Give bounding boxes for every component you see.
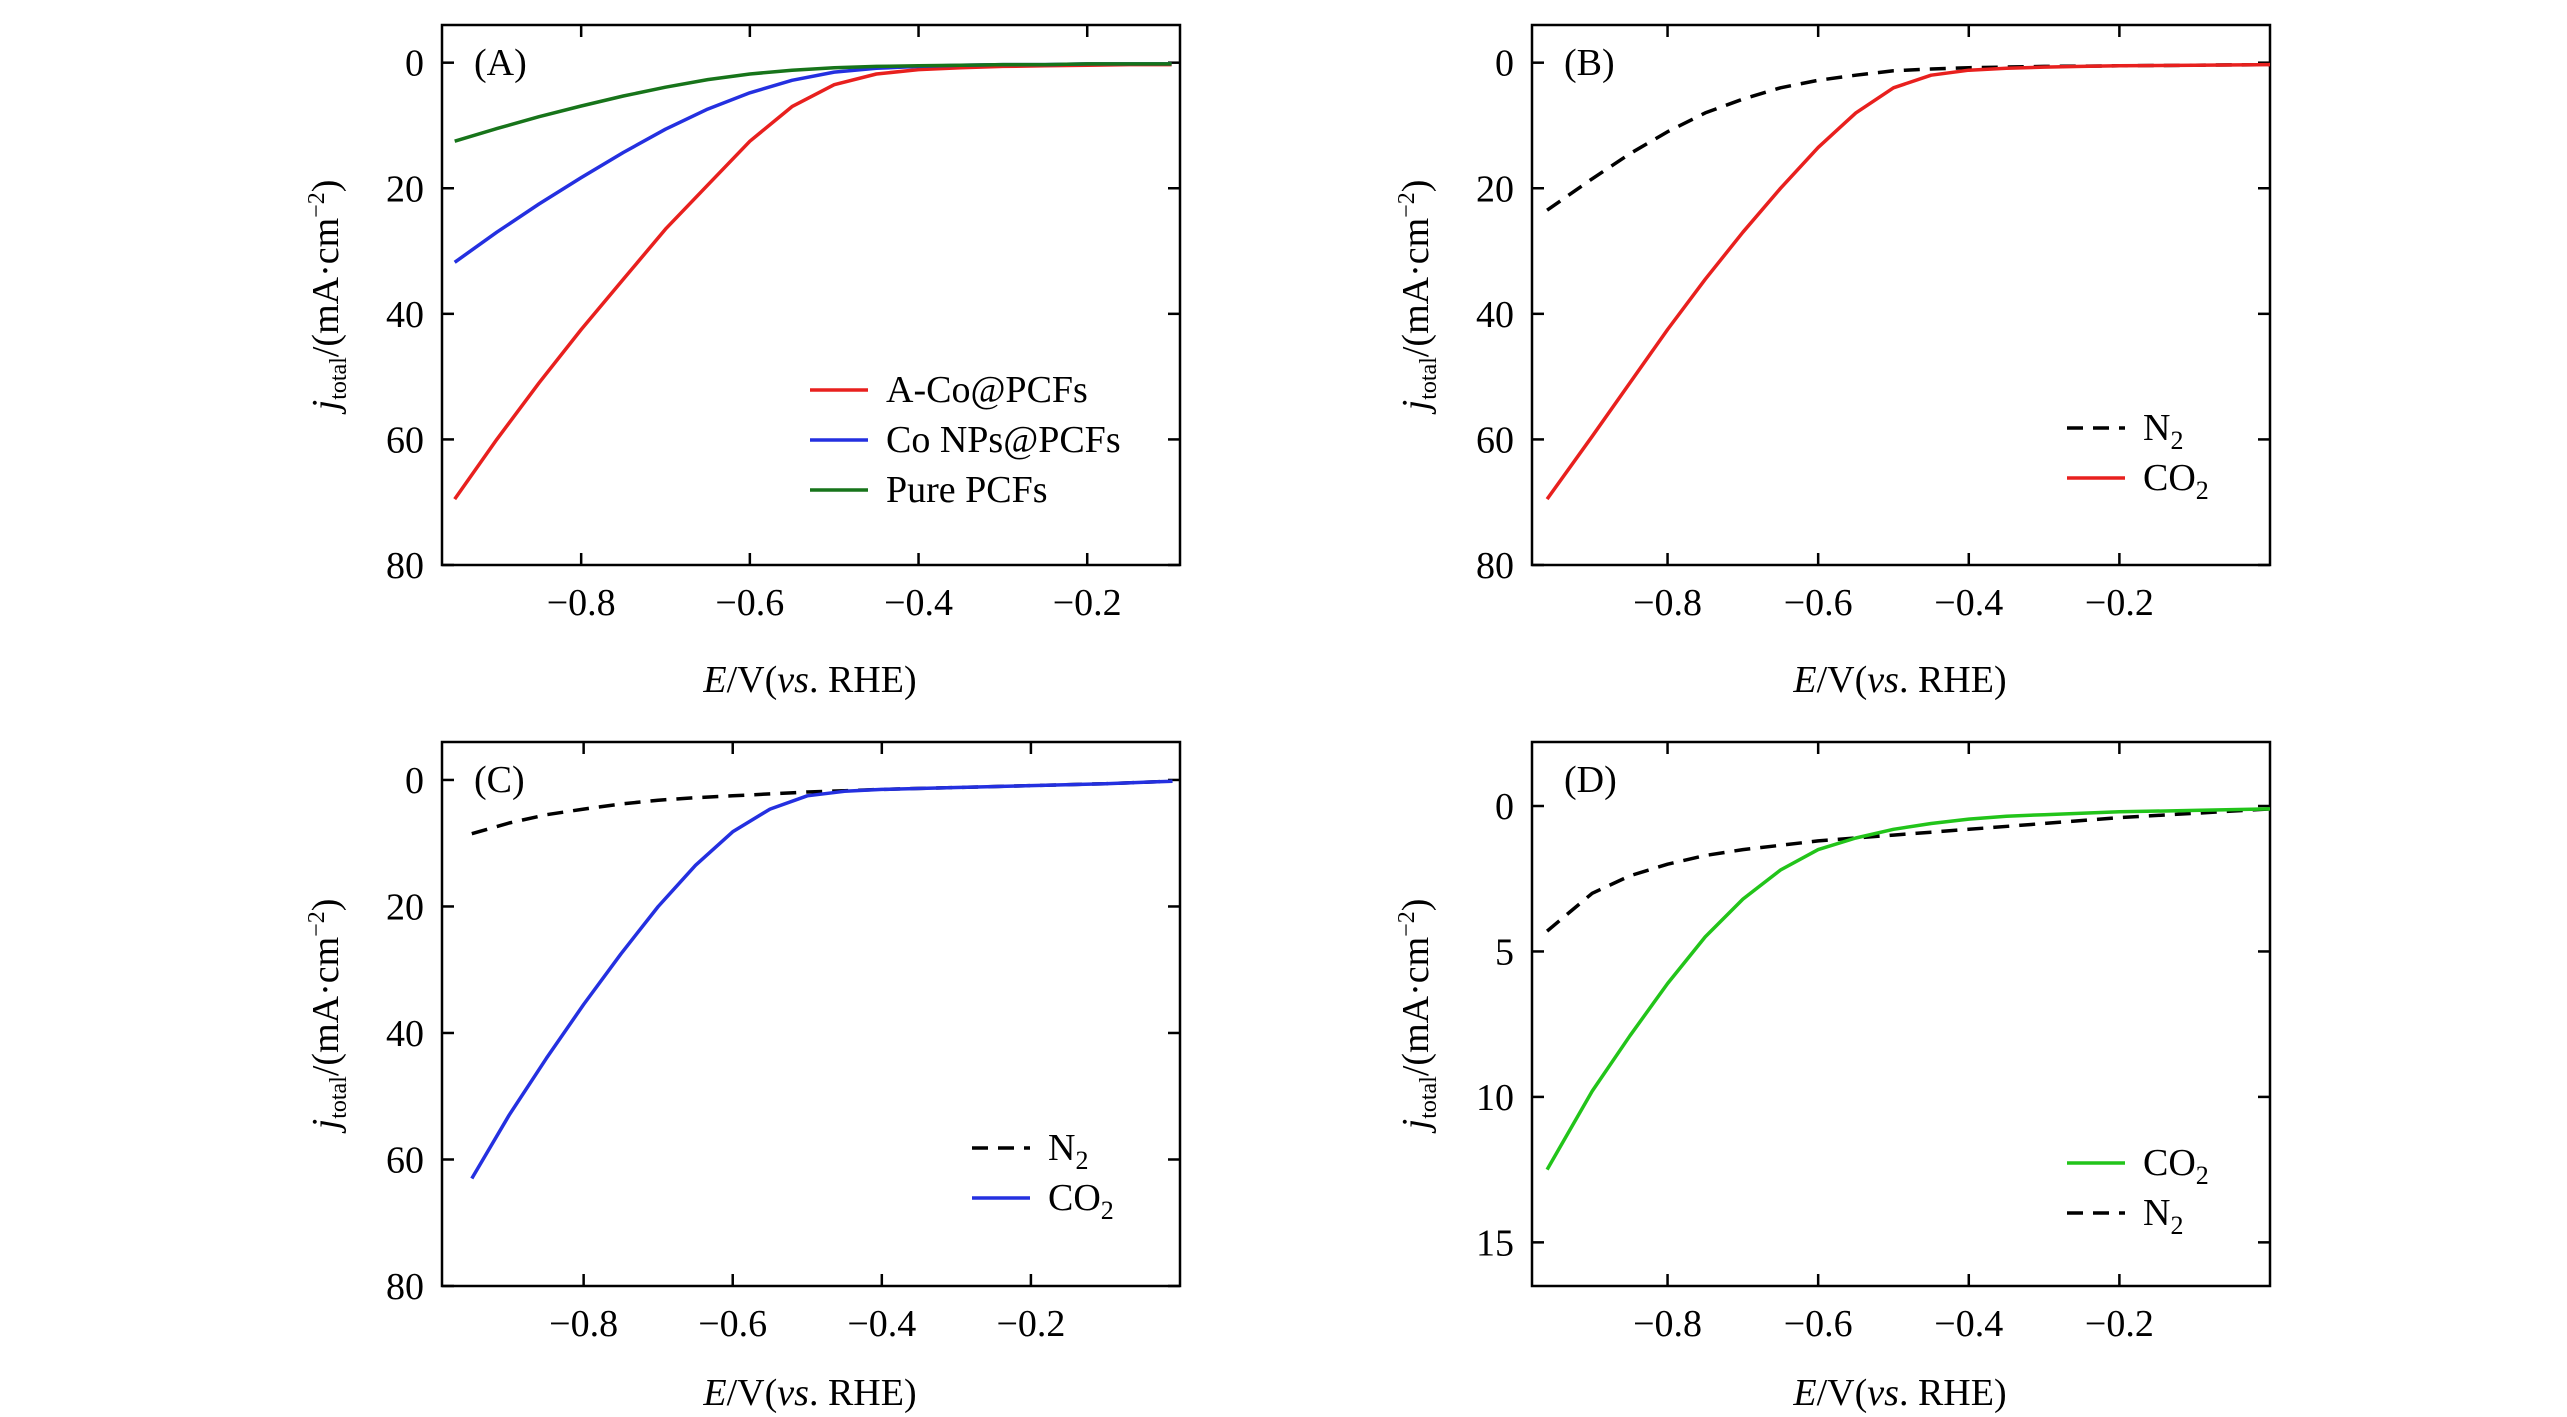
y-axis-label: jtotal/(mA·cm−2) [304, 180, 352, 416]
legend-entry: CO2 [1048, 1177, 1114, 1225]
series-line-1 [470, 779, 1173, 1180]
legend-entry: N2 [1048, 1127, 1088, 1175]
x-axis-label: E/V(vs. RHE) [1792, 659, 2006, 701]
x-tick-label: −0.4 [847, 1303, 916, 1345]
legend-entry-main: CO [1048, 1177, 1101, 1219]
legend-entry: CO2 [2143, 457, 2209, 505]
legend-entry: A-Co@PCFs [886, 369, 1088, 411]
series-line-0 [1545, 807, 2271, 933]
legend-entry-main: N [2143, 407, 2170, 449]
legend-entry-sub: 2 [2170, 1211, 2183, 1240]
y-axis-label: jtotal/(mA·cm−2) [1394, 899, 1442, 1135]
legend-entry: Co NPs@PCFs [886, 419, 1121, 461]
plot-frame [440, 740, 1182, 1288]
y-tick-label: 80 [386, 1266, 424, 1308]
y-tick-label: 60 [386, 419, 424, 461]
legend-entry-main: N [2143, 1192, 2170, 1234]
x-tick-label: −0.8 [1633, 582, 1702, 624]
panel-a: −0.8 −0.6 −0.4 −0.2 0 20 40 60 80 (A) A-Co@PCFs Co … [304, 23, 1182, 701]
x-tick-label: −0.8 [1633, 1303, 1702, 1345]
x-axis-label: E/V(vs. RHE) [1792, 1372, 2006, 1414]
plot-frame [1530, 740, 2272, 1288]
y-tick-label: 15 [1476, 1222, 1514, 1264]
x-axis-label: E/V(vs. RHE) [702, 1372, 916, 1414]
panel-label: (D) [1564, 759, 1617, 801]
y-tick-label: 40 [1476, 294, 1514, 336]
y-tick-label: 10 [1476, 1077, 1514, 1119]
legend-entry: Pure PCFs [886, 469, 1048, 511]
x-tick-label: −0.4 [884, 582, 953, 624]
panel-label: (C) [474, 759, 525, 801]
y-tick-label: 60 [1476, 419, 1514, 461]
legend-entry: N2 [2143, 1192, 2183, 1240]
legend-entry-main: CO [2143, 457, 2196, 499]
legend-entry: N2 [2143, 407, 2183, 455]
panel-label: (B) [1564, 42, 1615, 84]
x-tick-label: −0.2 [1053, 582, 1122, 624]
y-tick-label: 80 [386, 545, 424, 587]
x-tick-label: −0.6 [698, 1303, 767, 1345]
y-tick-label: 0 [405, 43, 424, 85]
x-tick-label: −0.2 [2085, 582, 2154, 624]
legend-entry: CO2 [2143, 1142, 2209, 1190]
legend-entry-sub: 2 [2196, 1161, 2209, 1190]
x-axis-label: E/V(vs. RHE) [702, 659, 916, 701]
x-tick-label: −0.4 [1934, 582, 2003, 624]
x-tick-label: −0.2 [2085, 1303, 2154, 1345]
y-tick-label: 5 [1495, 931, 1514, 973]
y-tick-label: 20 [386, 168, 424, 210]
y-tick-label: 20 [386, 886, 424, 928]
legend-entry-sub: 2 [1101, 1196, 1114, 1225]
y-tick-label: 20 [1476, 168, 1514, 210]
y-tick-label: 40 [386, 294, 424, 336]
y-tick-label: 0 [1495, 786, 1514, 828]
series-line-0 [1546, 62, 2271, 212]
plot-frame [440, 23, 1182, 567]
plot-frame [1530, 23, 2272, 567]
x-tick-label: −0.6 [715, 582, 784, 624]
y-tick-label: 60 [386, 1139, 424, 1181]
legend-entry-sub: 2 [1075, 1146, 1088, 1175]
x-tick-label: −0.6 [1784, 1303, 1853, 1345]
series-line-1 [1545, 807, 2271, 1171]
y-axis-label: jtotal/(mA·cm−2) [1394, 180, 1442, 416]
panel-label: (A) [474, 42, 527, 84]
y-axis-label: jtotal/(mA·cm−2) [304, 899, 352, 1135]
x-tick-label: −0.2 [996, 1303, 1065, 1345]
series-line-0 [471, 779, 1173, 836]
x-tick-label: −0.6 [1784, 582, 1853, 624]
series-line-1 [1545, 62, 2271, 501]
legend-entry-main: N [1048, 1127, 1075, 1169]
legend-entry-main: CO [2143, 1142, 2196, 1184]
legend-entry-sub: 2 [2170, 426, 2183, 455]
y-tick-label: 0 [405, 760, 424, 802]
y-tick-label: 40 [386, 1013, 424, 1055]
series-line-2 [454, 62, 1172, 143]
x-tick-label: −0.4 [1934, 1303, 2003, 1345]
legend: A-Co@PCFs Co NPs@PCFs Pure PCFs [810, 369, 1121, 511]
x-tick-label: −0.8 [549, 1303, 618, 1345]
y-tick-label: 80 [1476, 545, 1514, 587]
y-tick-label: 0 [1495, 43, 1514, 85]
legend-entry-sub: 2 [2196, 476, 2209, 505]
x-tick-label: −0.8 [547, 582, 616, 624]
